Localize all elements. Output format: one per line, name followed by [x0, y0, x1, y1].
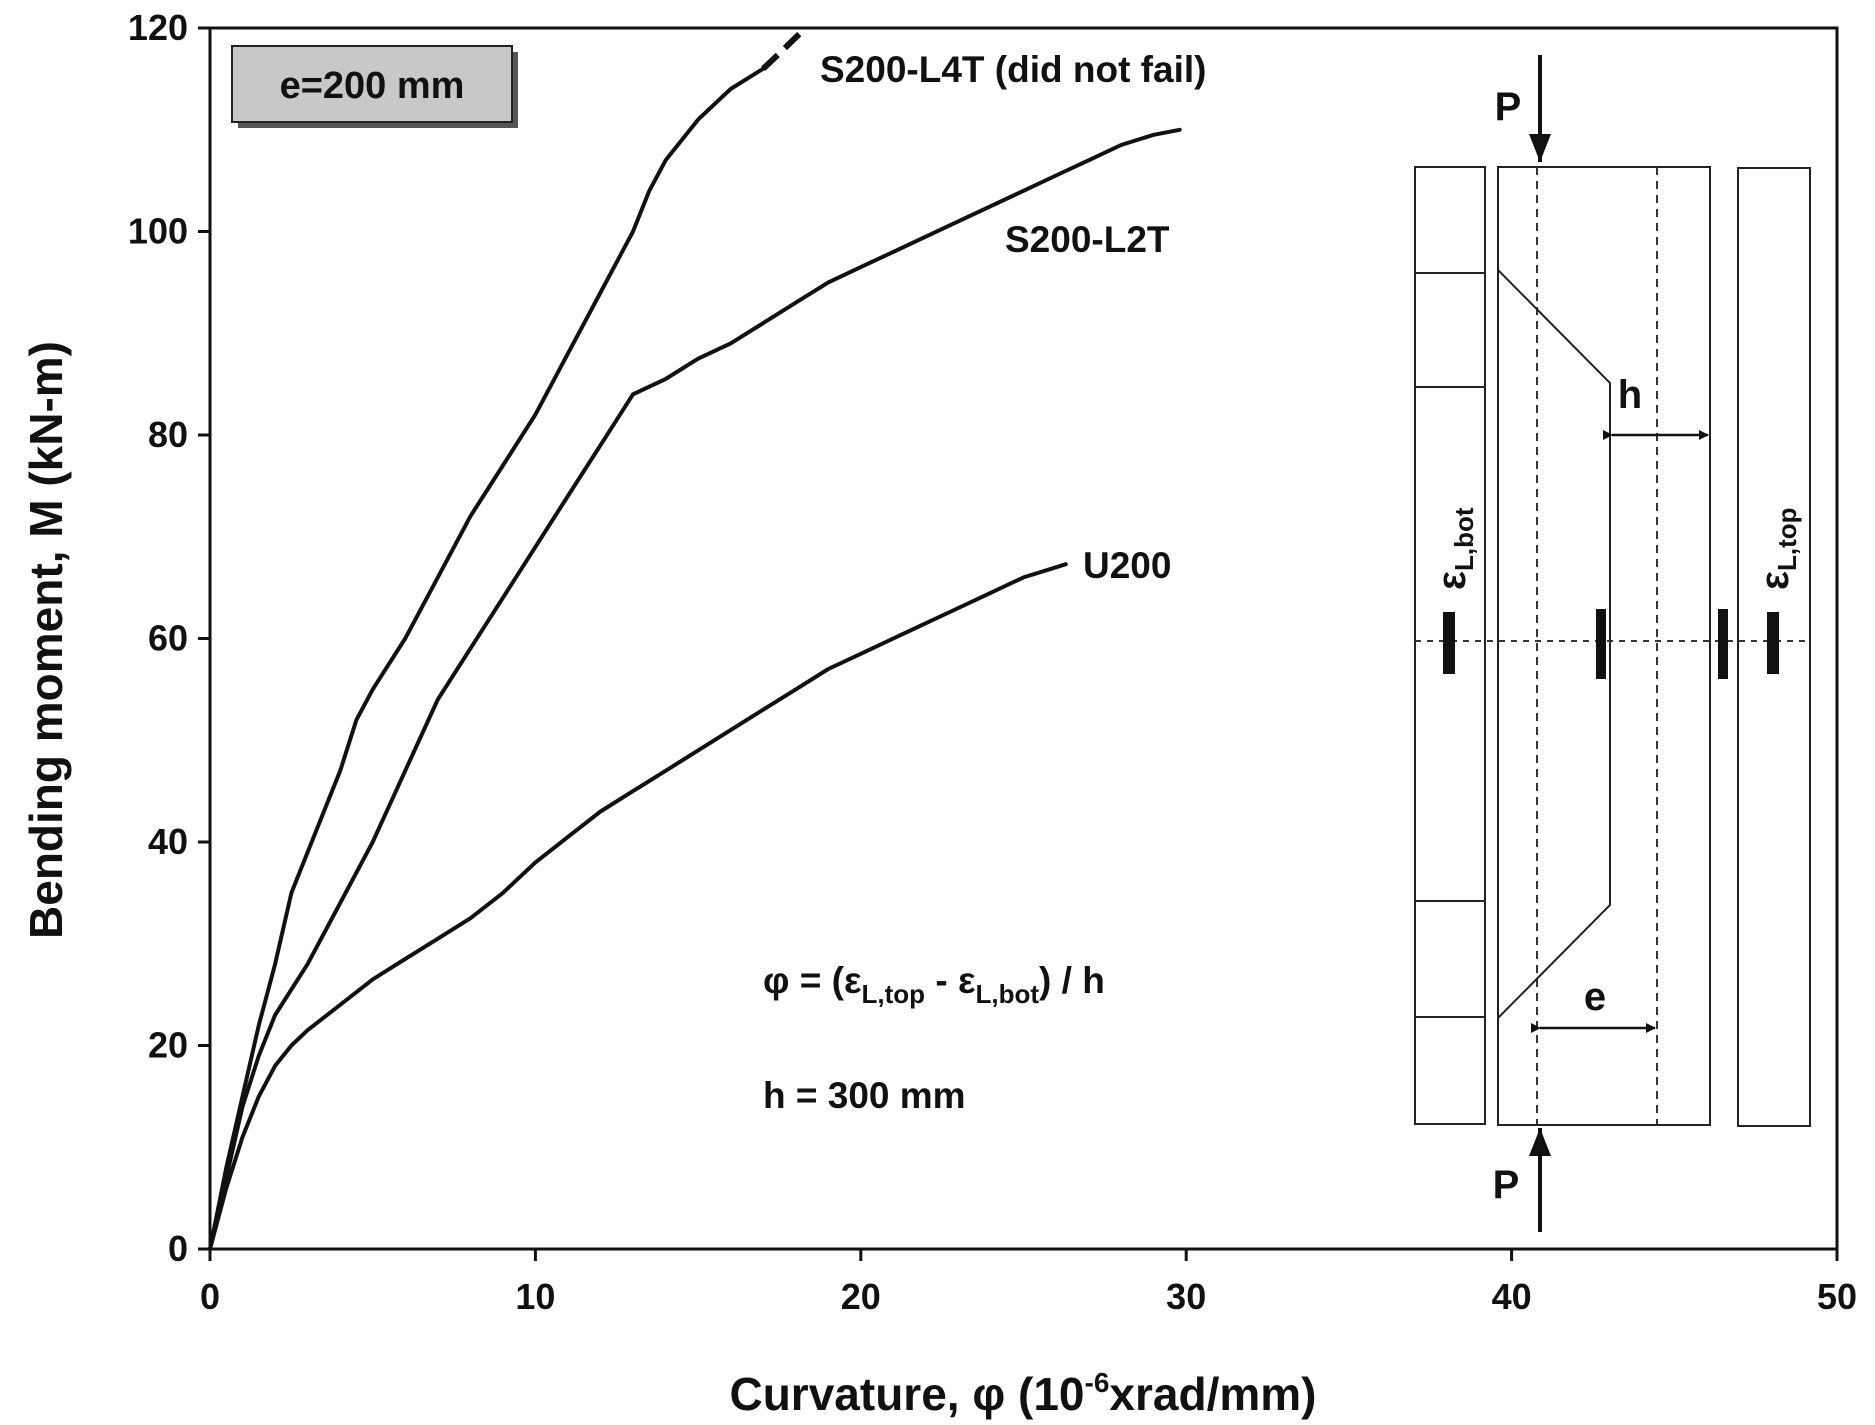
x-axis-ticks: 0 10 20 30 40 50: [200, 1249, 1857, 1317]
x-tick-label: 30: [1166, 1276, 1206, 1317]
formula-rhs: ) / h: [1039, 960, 1105, 1001]
load-arrow-top-head-icon: [1529, 134, 1551, 162]
formula-sub1: L,top: [862, 979, 926, 1009]
strain-label-top-sub: L,top: [1772, 507, 1802, 571]
strain-gauge-top: [1767, 612, 1779, 674]
y-tick-label: 40: [148, 821, 188, 862]
series-line-1: [208, 127, 1182, 1251]
series-layer: [208, 25, 1182, 1251]
strain-label-bot-sub: L,bot: [1449, 507, 1479, 571]
strain-gauge-mid-left: [1596, 609, 1606, 679]
curvature-formula: φ = (εL,top - εL,bot) / h: [763, 960, 1105, 1009]
x-tick-label: 50: [1817, 1276, 1857, 1317]
h-dimension-label: h: [1618, 373, 1642, 417]
x-tick-label: 0: [200, 1276, 220, 1317]
formula-sub2: L,bot: [976, 979, 1040, 1009]
strain-gauge-mid-right: [1718, 609, 1728, 679]
y-tick-label: 120: [128, 7, 188, 48]
eccentricity-box-text: e=200 mm: [280, 65, 465, 107]
series-label-u200: U200: [1083, 545, 1171, 586]
series-line-2: [208, 562, 1068, 1251]
strain-label-bot-eps: ε: [1430, 571, 1474, 590]
x-tick-label: 20: [841, 1276, 881, 1317]
y-tick-label: 60: [148, 618, 188, 659]
load-label-top: P: [1495, 85, 1522, 129]
x-axis-title-tail: xrad/mm): [1109, 1368, 1316, 1420]
strain-label-bot: εL,bot: [1430, 507, 1479, 590]
eccentricity-box: [231, 45, 513, 123]
series-line-0: [208, 66, 766, 1251]
specimen-diagram: P P h e εL,bot εL,top: [1414, 55, 1811, 1232]
column-haunch-mask: [1499, 168, 1607, 1124]
y-tick-label: 20: [148, 1025, 188, 1066]
x-axis-title: Curvature, φ (10-6xrad/mm): [729, 1367, 1316, 1420]
strain-label-top-eps: ε: [1753, 571, 1797, 590]
x-tick-label: 10: [515, 1276, 555, 1317]
load-arrow-bottom-head-icon: [1529, 1128, 1551, 1156]
x-tick-label: 40: [1492, 1276, 1532, 1317]
formula-mid: - ε: [925, 960, 975, 1001]
y-tick-label: 80: [148, 414, 188, 455]
x-axis-title-main: Curvature, φ (10: [729, 1368, 1084, 1420]
column-profile: [1497, 167, 1611, 1124]
strain-gauge-bot: [1443, 612, 1455, 674]
series-label-s200-l4t: S200-L4T (did not fail): [820, 49, 1206, 90]
y-axis-title: Bending moment, M (kN-m): [20, 341, 72, 939]
e-dimension-label: e: [1584, 975, 1606, 1019]
y-tick-label: 0: [168, 1228, 188, 1269]
strain-label-top: εL,top: [1753, 507, 1802, 590]
y-tick-label: 100: [128, 211, 188, 252]
h-value-text: h = 300 mm: [763, 1075, 966, 1116]
x-axis-title-sup: -6: [1085, 1367, 1110, 1398]
series-line-extrapolated-0: [761, 25, 808, 71]
series-label-s200-l2t: S200-L2T: [1005, 219, 1170, 260]
formula-lhs: φ = (ε: [763, 960, 862, 1001]
load-label-bottom: P: [1493, 1163, 1520, 1207]
y-axis-ticks: 0 20 40 60 80 100 120: [128, 7, 210, 1269]
